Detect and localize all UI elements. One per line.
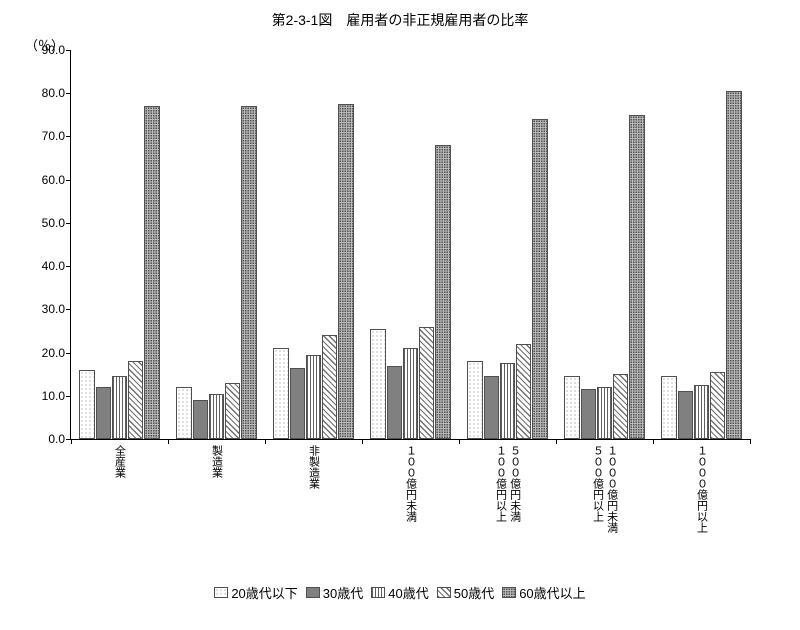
y-tick-label: 0.0: [48, 432, 65, 446]
bar: [419, 327, 434, 439]
bar: [225, 383, 240, 439]
bar: [338, 104, 353, 439]
legend-item: 60歳代以上: [502, 583, 585, 602]
x-tick-mark: [362, 439, 363, 444]
bars-row: [79, 50, 160, 439]
y-tick-label: 50.0: [42, 216, 65, 230]
bar: [193, 400, 208, 439]
x-tick-mark: [265, 439, 266, 444]
bar-group: 製造業: [168, 50, 265, 439]
bar: [613, 374, 628, 439]
bar: [694, 385, 709, 439]
bar: [322, 335, 337, 439]
bar: [306, 355, 321, 439]
y-tick-label: 60.0: [42, 173, 65, 187]
bars-row: [564, 50, 645, 439]
bar: [726, 91, 741, 439]
bar: [273, 348, 288, 439]
x-axis-label: 全産業: [71, 439, 168, 481]
x-tick-mark: [750, 439, 751, 444]
y-tick-label: 40.0: [42, 259, 65, 273]
bar-group: 全産業: [71, 50, 168, 439]
bars-row: [176, 50, 257, 439]
bar: [564, 376, 579, 439]
bar-groups: 全産業製造業非製造業１００億円未満１００億円以上５００億円未満５００億円以上１０…: [71, 50, 750, 439]
bar-group: ５００億円以上１０００億円未満: [556, 50, 653, 439]
bar: [467, 361, 482, 439]
bar: [403, 348, 418, 439]
legend-swatch: [437, 587, 451, 598]
x-axis-label: １００億円未満: [362, 439, 459, 525]
bar: [144, 106, 159, 439]
bar: [710, 372, 725, 439]
x-axis-label: １００億円以上５００億円未満: [459, 439, 556, 522]
bar: [661, 376, 676, 439]
x-axis-label: １０００億円以上: [653, 439, 750, 536]
legend-item: 20歳代以下: [214, 583, 297, 602]
bar-group: １００億円以上５００億円未満: [459, 50, 556, 439]
bars-row: [370, 50, 451, 439]
y-tick-label: 90.0: [42, 43, 65, 57]
bar-group: １００億円未満: [362, 50, 459, 439]
bar: [128, 361, 143, 439]
x-axis-label: 製造業: [168, 439, 265, 481]
bar: [581, 389, 596, 439]
x-tick-mark: [71, 439, 72, 444]
y-tick-label: 70.0: [42, 129, 65, 143]
legend-swatch: [214, 587, 228, 598]
legend-label: 40歳代: [388, 583, 428, 602]
bar: [597, 387, 612, 439]
bar: [176, 387, 191, 439]
x-tick-mark: [556, 439, 557, 444]
bars-row: [661, 50, 742, 439]
legend-label: 20歳代以下: [231, 583, 297, 602]
bar: [79, 370, 94, 439]
bar: [387, 366, 402, 439]
chart-title: 第2-3-1図 雇用者の非正規雇用者の比率: [0, 10, 800, 30]
bar: [290, 368, 305, 439]
x-axis-label: 非製造業: [265, 439, 362, 492]
legend-item: 30歳代: [306, 583, 363, 602]
chart-plot-area: 0.010.020.030.040.050.060.070.080.090.0 …: [70, 50, 750, 440]
x-axis-label: ５００億円以上１０００億円未満: [556, 439, 653, 533]
bar: [678, 391, 693, 439]
bar: [516, 344, 531, 439]
legend: 20歳代以下 30歳代 40歳代 50歳代 60歳代以上: [0, 583, 800, 602]
bar: [241, 106, 256, 439]
bar-group: １０００億円以上: [653, 50, 750, 439]
bar: [484, 376, 499, 439]
bar-group: 非製造業: [265, 50, 362, 439]
legend-swatch: [306, 587, 320, 598]
bars-row: [273, 50, 354, 439]
legend-item: 40歳代: [371, 583, 428, 602]
legend-item: 50歳代: [437, 583, 494, 602]
y-tick-label: 30.0: [42, 302, 65, 316]
legend-label: 60歳代以上: [519, 583, 585, 602]
x-tick-mark: [653, 439, 654, 444]
y-tick-label: 20.0: [42, 346, 65, 360]
bars-row: [467, 50, 548, 439]
bar: [435, 145, 450, 439]
bar: [532, 119, 547, 439]
legend-swatch: [502, 587, 516, 598]
legend-label: 30歳代: [323, 583, 363, 602]
y-tick-label: 80.0: [42, 86, 65, 100]
bar: [209, 394, 224, 439]
legend-swatch: [371, 587, 385, 598]
y-tick-label: 10.0: [42, 389, 65, 403]
bar: [96, 387, 111, 439]
legend-label: 50歳代: [454, 583, 494, 602]
bar: [370, 329, 385, 439]
x-tick-mark: [168, 439, 169, 444]
bar: [500, 363, 515, 439]
x-tick-mark: [459, 439, 460, 444]
bar: [112, 376, 127, 439]
bar: [629, 115, 644, 439]
